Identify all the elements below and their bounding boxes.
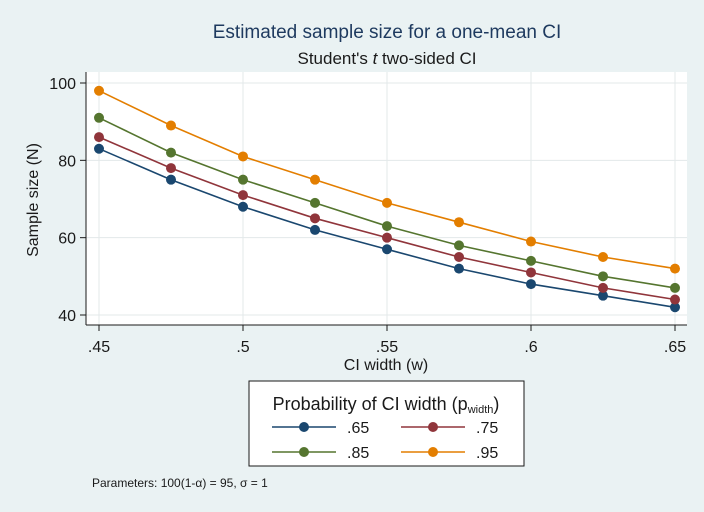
y-axis-label: Sample size (N)	[25, 143, 42, 257]
legend-items: .65 .75 .85 .95	[272, 420, 498, 462]
data-point	[94, 85, 104, 96]
data-point	[526, 255, 536, 266]
legend-label: .85	[347, 445, 369, 462]
x-tick-label: .45	[88, 339, 110, 356]
data-point	[94, 143, 104, 154]
data-point	[382, 197, 392, 208]
data-point	[526, 267, 536, 278]
chart-title: Estimated sample size for a one-mean CI	[213, 22, 562, 43]
data-point	[454, 217, 464, 228]
chart-subtitle: Student's t two-sided CI	[297, 49, 476, 68]
data-point	[598, 282, 608, 293]
legend-swatch-marker	[299, 447, 309, 457]
data-point	[310, 224, 320, 235]
data-point	[310, 174, 320, 185]
y-tick-label: 40	[58, 308, 76, 325]
series-group	[94, 85, 680, 313]
data-point	[454, 240, 464, 251]
legend-swatch-marker	[428, 422, 438, 432]
data-point	[598, 252, 608, 262]
y-tick-label: 80	[58, 153, 76, 170]
chart-subtitle-pre: Student's	[297, 49, 372, 68]
data-point	[670, 263, 680, 274]
data-point	[454, 263, 464, 274]
x-tick-label: .5	[236, 339, 249, 356]
data-point	[598, 290, 608, 301]
data-point	[94, 112, 104, 123]
legend-title: Probability of CI width (pwidth)	[273, 394, 500, 416]
data-point	[454, 252, 464, 262]
legend-title-sub: width	[467, 404, 494, 416]
data-point	[598, 271, 608, 282]
legend-title-end: )	[493, 394, 499, 414]
legend-label: .95	[476, 445, 498, 462]
data-point	[238, 190, 248, 201]
data-point	[382, 244, 392, 255]
data-point	[310, 213, 320, 224]
legend-label: .75	[476, 420, 498, 437]
data-point	[310, 197, 320, 208]
x-tick-label: .55	[376, 339, 398, 356]
data-point	[526, 279, 536, 290]
legend-title-main: Probability of CI width (p	[273, 394, 468, 414]
data-point	[238, 151, 248, 162]
data-point	[166, 174, 176, 185]
data-point	[166, 163, 176, 174]
data-point	[670, 282, 680, 293]
data-point	[526, 236, 536, 247]
legend-swatch-marker	[299, 422, 309, 432]
data-point	[238, 201, 248, 212]
axes: 40 60 80 100 .45 .5 .55 .6 .65	[49, 72, 687, 356]
data-point	[382, 221, 392, 232]
data-point	[238, 174, 248, 185]
data-point	[166, 147, 176, 158]
chart-subtitle-post: two-sided CI	[377, 49, 476, 68]
x-tick-label: .6	[524, 339, 537, 356]
data-point	[670, 294, 680, 305]
y-tick-label: 100	[49, 76, 76, 93]
legend-label: .65	[347, 420, 369, 437]
x-axis-label: CI width (w)	[344, 357, 428, 374]
data-point	[166, 120, 176, 131]
chart-subtitle-italic: t	[373, 49, 379, 68]
x-tick-label: .65	[664, 339, 686, 356]
data-point	[670, 302, 680, 313]
chart-note: Parameters: 100(1-α) = 95, σ = 1	[92, 476, 268, 490]
data-point	[382, 232, 392, 243]
legend: Probability of CI width (pwidth) .65 .75.…	[248, 380, 525, 467]
y-tick-label: 60	[58, 231, 76, 248]
data-point	[94, 132, 104, 143]
legend-swatch-marker	[428, 447, 438, 457]
